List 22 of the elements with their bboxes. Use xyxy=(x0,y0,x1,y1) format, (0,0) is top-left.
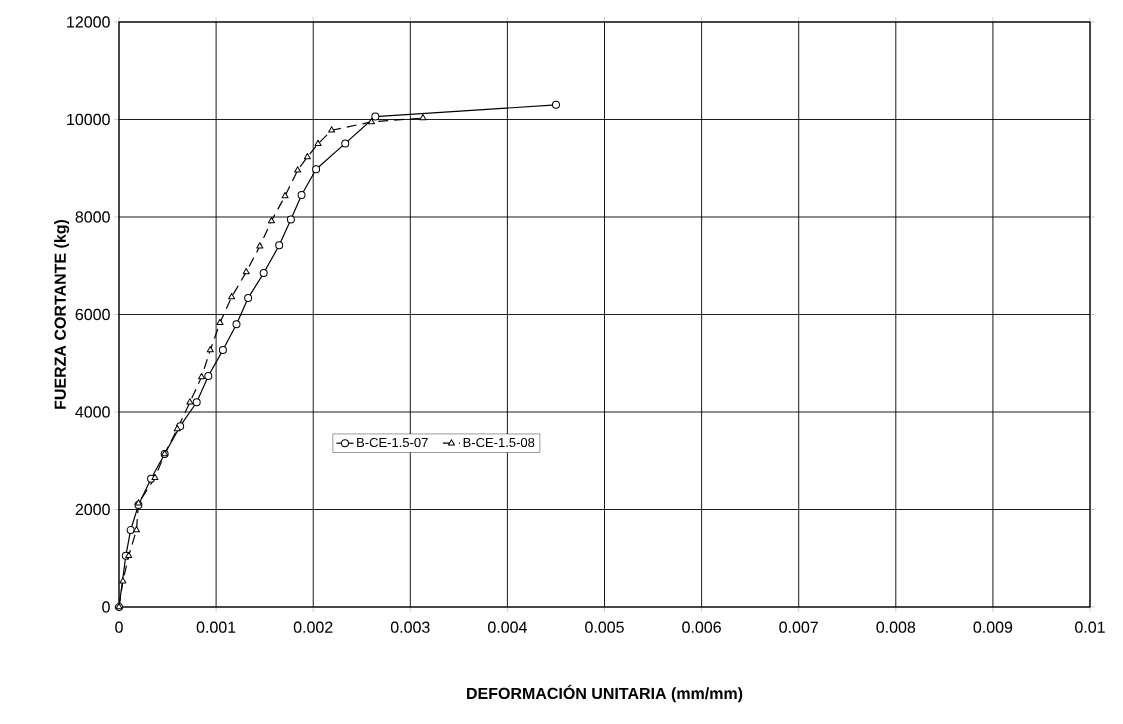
y-tick-label: 4000 xyxy=(75,406,110,418)
x-tick-label: 0.004 xyxy=(488,621,527,633)
x-tick-label: 0.009 xyxy=(973,621,1013,633)
y-axis-title: FUERZA CORTANTE (kg) xyxy=(54,219,70,409)
y-tick-label: 0 xyxy=(102,601,110,613)
y-tick-label: 2000 xyxy=(75,503,110,516)
x-tick-label: 0 xyxy=(115,621,123,633)
x-axis-title: DEFORMACIÓN UNITARIA (mm/mm) xyxy=(467,684,743,703)
x-tick-label: 0.006 xyxy=(682,621,721,633)
y-tick-label: 10000 xyxy=(67,113,110,126)
x-tick-label: 0.003 xyxy=(390,621,430,633)
x-tick-label: 0.007 xyxy=(779,621,818,633)
legend-label: B-CE-1.5-07 xyxy=(357,437,428,448)
legend-label: B-CE-1.5-08 xyxy=(463,437,535,448)
x-tick-label: 0.001 xyxy=(196,621,236,633)
y-tick-label: 6000 xyxy=(75,308,110,321)
y-tick-label: 12000 xyxy=(67,16,110,28)
y-tick-label: 8000 xyxy=(75,211,110,223)
x-tick-label: 0.005 xyxy=(585,621,624,633)
x-tick-label: 0.008 xyxy=(876,621,916,633)
x-tick-label: 0.002 xyxy=(293,621,333,633)
x-tick-label: 0.01 xyxy=(1075,621,1105,633)
